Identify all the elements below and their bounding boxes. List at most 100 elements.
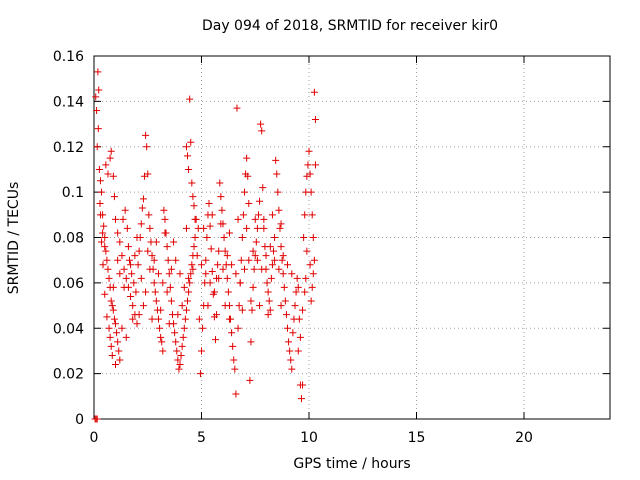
data-point <box>276 224 284 232</box>
data-point <box>98 238 106 246</box>
data-point <box>118 324 126 332</box>
data-point <box>203 234 211 241</box>
data-point <box>254 211 262 219</box>
data-point <box>95 86 103 94</box>
data-point <box>224 288 232 296</box>
data-point <box>170 238 178 246</box>
data-point <box>225 229 233 237</box>
data-point <box>108 302 116 310</box>
data-point <box>291 302 299 310</box>
data-point <box>186 95 194 103</box>
data-point <box>243 154 251 162</box>
data-point <box>103 313 111 321</box>
data-point <box>104 170 112 178</box>
data-point <box>104 265 112 273</box>
data-point <box>132 288 140 296</box>
data-point <box>148 252 156 260</box>
data-point <box>93 415 101 423</box>
data-point <box>133 234 141 241</box>
data-point <box>284 261 291 269</box>
y-tick-label: 0.06 <box>53 276 84 292</box>
data-point <box>286 347 294 355</box>
data-point <box>305 147 313 155</box>
data-point <box>238 234 246 241</box>
data-point <box>123 224 131 232</box>
data-point <box>94 125 102 133</box>
data-point <box>133 320 141 328</box>
data-point <box>308 211 316 219</box>
data-point <box>171 329 179 337</box>
data-point <box>309 270 317 278</box>
data-point <box>244 172 252 180</box>
data-point <box>264 311 272 319</box>
data-point <box>228 261 236 269</box>
data-point <box>271 256 279 264</box>
data-point <box>288 365 296 373</box>
data-point <box>189 193 197 201</box>
data-point <box>121 206 129 214</box>
data-point <box>158 338 166 346</box>
data-point <box>284 324 291 332</box>
data-point <box>311 161 319 169</box>
data-point <box>231 365 239 373</box>
data-point <box>163 243 171 251</box>
data-point <box>109 172 117 180</box>
data-point <box>247 297 255 305</box>
data-point <box>214 261 222 269</box>
data-point <box>265 297 273 305</box>
data-point <box>306 261 314 269</box>
y-tick-label: 0.14 <box>53 94 84 110</box>
data-point <box>182 143 190 151</box>
data-point <box>223 274 231 282</box>
data-point <box>304 161 312 169</box>
data-point <box>96 211 104 219</box>
data-point <box>109 306 117 314</box>
data-point <box>112 320 119 328</box>
data-point <box>256 197 264 205</box>
data-point <box>163 288 171 296</box>
data-point <box>267 274 275 282</box>
data-point <box>172 338 180 346</box>
data-point <box>232 270 240 278</box>
data-point <box>198 347 205 355</box>
data-point <box>174 311 182 319</box>
data-point <box>277 243 285 251</box>
data-point <box>101 234 109 241</box>
data-point <box>125 256 133 264</box>
x-tick-label: 5 <box>197 430 206 446</box>
data-point <box>93 143 101 151</box>
data-point <box>217 220 225 228</box>
data-point <box>100 222 108 230</box>
data-point <box>101 243 109 251</box>
data-point <box>202 270 210 278</box>
data-point <box>275 265 283 273</box>
data-point <box>263 279 271 287</box>
data-point <box>268 211 276 219</box>
data-point <box>167 265 175 273</box>
data-point <box>228 329 236 337</box>
y-tick-label: 0.16 <box>53 49 84 65</box>
data-point <box>253 256 261 264</box>
data-point <box>274 188 282 196</box>
data-point <box>297 395 305 403</box>
data-point <box>264 288 272 296</box>
data-point <box>306 170 314 178</box>
data-point <box>135 247 143 255</box>
data-point <box>165 320 173 328</box>
data-point <box>266 306 274 314</box>
data-point <box>107 297 115 305</box>
data-point <box>259 184 267 192</box>
data-point <box>208 211 216 219</box>
data-point <box>116 238 124 246</box>
data-point <box>251 252 259 260</box>
data-point <box>220 234 228 241</box>
data-point <box>135 311 143 319</box>
data-point <box>311 116 319 124</box>
data-point <box>193 252 201 260</box>
data-point <box>285 338 293 346</box>
data-point <box>225 315 233 323</box>
data-point <box>101 290 109 298</box>
data-point <box>103 256 111 264</box>
data-point <box>107 342 115 350</box>
